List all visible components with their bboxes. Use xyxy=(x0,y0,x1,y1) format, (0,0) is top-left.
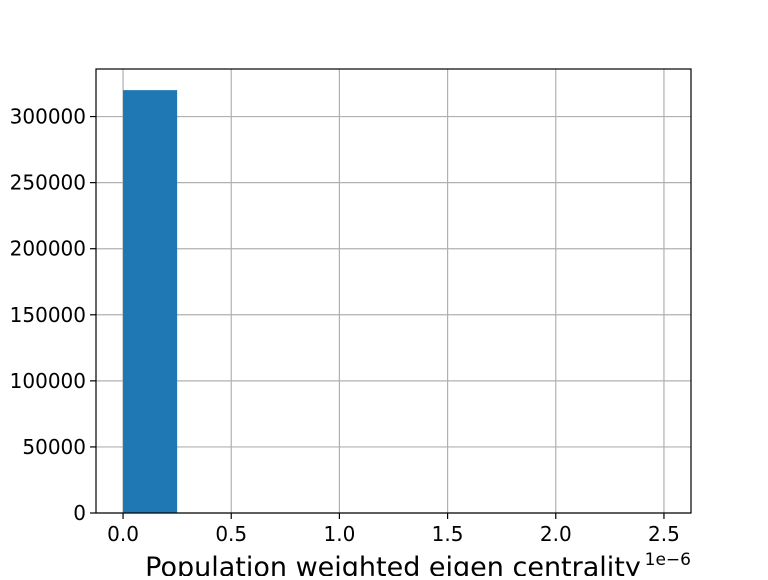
y-tick-label: 200000 xyxy=(10,237,86,261)
x-tick-label: 0.0 xyxy=(107,522,139,546)
x-tick-label: 1.5 xyxy=(432,522,464,546)
y-tick-label: 150000 xyxy=(10,303,86,327)
x-tick-label: 1.0 xyxy=(324,522,356,546)
histogram-bar xyxy=(123,90,177,513)
y-tick-label: 50000 xyxy=(22,435,86,459)
x-tick-label: 0.5 xyxy=(215,522,247,546)
x-axis-label: Population weighted eigen centrality xyxy=(145,552,641,576)
y-tick-label: 250000 xyxy=(10,171,86,195)
bars-layer xyxy=(123,90,664,513)
y-tick-label: 300000 xyxy=(10,105,86,129)
x-offset-label: 1e−6 xyxy=(645,550,691,570)
x-tick-label: 2.0 xyxy=(540,522,572,546)
x-tick-label: 2.5 xyxy=(648,522,680,546)
y-tick-label: 100000 xyxy=(10,369,86,393)
grid-layer xyxy=(96,69,691,513)
y-tick-label: 0 xyxy=(73,501,86,525)
ticks-layer: 0.0 0.5 1.0 1.5 2.0 2.5 0 50000 100000 150000 2000… xyxy=(10,105,680,546)
